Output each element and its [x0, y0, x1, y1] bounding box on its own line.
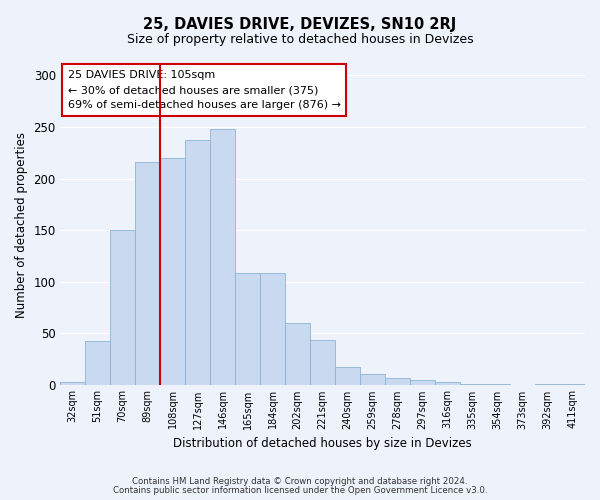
Y-axis label: Number of detached properties: Number of detached properties: [15, 132, 28, 318]
Bar: [235, 272, 260, 385]
Bar: [460, 384, 485, 385]
Text: 25 DAVIES DRIVE: 105sqm
← 30% of detached houses are smaller (375)
69% of semi-d: 25 DAVIES DRIVE: 105sqm ← 30% of detache…: [68, 70, 341, 110]
Bar: [260, 272, 285, 385]
Text: Contains HM Land Registry data © Crown copyright and database right 2024.: Contains HM Land Registry data © Crown c…: [132, 477, 468, 486]
Bar: [135, 162, 160, 385]
Text: 25, DAVIES DRIVE, DEVIZES, SN10 2RJ: 25, DAVIES DRIVE, DEVIZES, SN10 2RJ: [143, 18, 457, 32]
Bar: [85, 340, 110, 385]
Bar: [310, 340, 335, 385]
Bar: [560, 384, 585, 385]
X-axis label: Distribution of detached houses by size in Devizes: Distribution of detached houses by size …: [173, 437, 472, 450]
Bar: [110, 230, 135, 385]
Bar: [535, 384, 560, 385]
Bar: [410, 380, 435, 385]
Bar: [60, 382, 85, 385]
Bar: [485, 384, 510, 385]
Text: Contains public sector information licensed under the Open Government Licence v3: Contains public sector information licen…: [113, 486, 487, 495]
Bar: [185, 140, 210, 385]
Bar: [210, 129, 235, 385]
Bar: [335, 366, 360, 385]
Bar: [385, 378, 410, 385]
Text: Size of property relative to detached houses in Devizes: Size of property relative to detached ho…: [127, 32, 473, 46]
Bar: [360, 374, 385, 385]
Bar: [160, 158, 185, 385]
Bar: [285, 323, 310, 385]
Bar: [435, 382, 460, 385]
